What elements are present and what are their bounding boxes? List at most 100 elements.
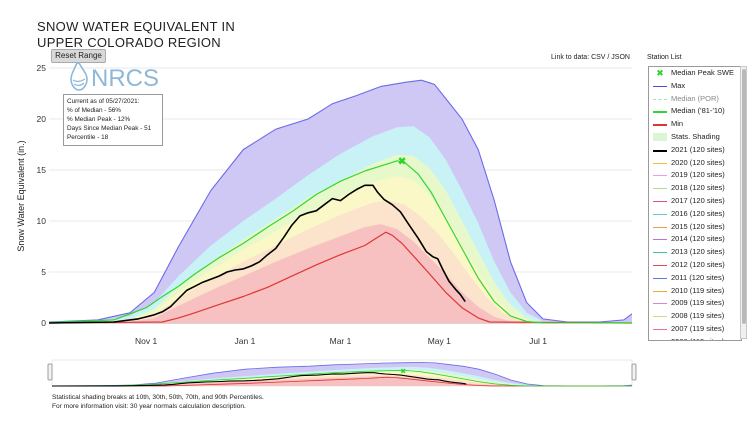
legend-label: 2013 (120 sites) <box>671 247 725 257</box>
title-line-1: SNOW WATER EQUIVALENT IN <box>37 19 236 34</box>
y-tick-label: 20 <box>37 114 47 124</box>
legend-item[interactable]: Min <box>649 118 741 131</box>
legend-swatch-icon <box>653 290 667 292</box>
chart-title: SNOW WATER EQUIVALENT IN UPPER COLORADO … <box>37 19 235 51</box>
legend-item[interactable]: 2015 (120 sites) <box>649 221 741 234</box>
x-tick-label: Jan 1 <box>235 336 256 346</box>
legend-label: Stats. Shading <box>671 131 720 141</box>
y-tick-label: 15 <box>37 165 47 175</box>
logo-text: NRCS <box>91 65 159 92</box>
legend-label: Median Peak SWE <box>671 68 734 77</box>
y-tick-label: 0 <box>41 318 46 328</box>
footnote-more-info[interactable]: For more information visit: 30 year norm… <box>52 403 246 410</box>
x-tick-label: Jul 1 <box>529 336 547 346</box>
x-axis-ticks: Nov 1 Jan 1 Mar 1 May 1 Jul 1 <box>135 336 547 346</box>
legend-item[interactable]: Stats. Shading <box>649 131 741 144</box>
legend-item[interactable]: 2017 (120 sites) <box>649 195 741 208</box>
mini-line <box>51 372 467 387</box>
legend-item[interactable]: 2010 (119 sites) <box>649 285 741 298</box>
legend-label: 2014 (120 sites) <box>671 234 725 244</box>
legend: ✖ Median Peak SWE Max Median (POR) Median ('… <box>648 66 742 341</box>
legend-swatch-icon <box>653 239 667 241</box>
legend-label: 2016 (120 sites) <box>671 208 725 218</box>
x-tick-label: Mar 1 <box>330 336 352 346</box>
info-percentile: Percentile - 18 <box>67 134 109 141</box>
legend-item[interactable]: Median (POR) <box>649 93 741 106</box>
legend-swatch-icon <box>653 316 667 318</box>
legend-swatch-icon <box>653 175 667 177</box>
y-tick-label: 10 <box>37 216 47 226</box>
legend-item[interactable]: 2006 (119 sites) <box>649 336 741 340</box>
legend-label: 2018 (120 sites) <box>671 183 725 193</box>
legend-item[interactable]: ✖ Median Peak SWE <box>649 67 741 80</box>
y-tick-label: 25 <box>37 63 47 73</box>
legend-item[interactable]: 2007 (119 sites) <box>649 323 741 336</box>
legend-label: 2008 (119 sites) <box>671 311 725 321</box>
legend-swatch-icon <box>653 162 667 165</box>
series-line-min <box>48 231 633 324</box>
legend-swatch-icon <box>653 328 667 330</box>
legend-swatch-icon <box>653 200 667 202</box>
legend-swatch-icon <box>653 252 667 254</box>
legend-label: Min <box>671 119 684 129</box>
plot-bands <box>49 80 632 323</box>
footnote: Statistical shading breaks at 10th, 30th… <box>52 393 264 411</box>
nrcs-logo: NRCS <box>67 60 159 94</box>
link-to-data[interactable]: Link to data: CSV / JSON <box>551 54 630 61</box>
range-slider-mini-chart: ✖ <box>47 359 637 387</box>
legend-label: 2009 (119 sites) <box>671 298 725 308</box>
legend-swatch-icon <box>653 111 667 113</box>
legend-item[interactable]: Max <box>649 80 741 93</box>
legend-item[interactable]: 2013 (120 sites) <box>649 246 741 259</box>
legend-item[interactable]: 2014 (120 sites) <box>649 233 741 246</box>
band-10th-percentile <box>49 224 632 323</box>
info-days-since-peak: Days Since Median Peak - 51 <box>67 125 152 132</box>
legend-label: 2021 (120 sites) <box>671 144 725 154</box>
footnote-shading: Statistical shading breaks at 10th, 30th… <box>52 394 264 401</box>
legend-swatch-icon <box>653 188 667 190</box>
info-current-as-of: Current as of 05/27/2021: <box>67 98 140 105</box>
y-tick-label: 5 <box>41 267 46 277</box>
legend-label: Median ('81-'10) <box>671 106 725 116</box>
mini-median-peak-marker: ✖ <box>400 368 406 375</box>
x-tick-label: May 1 <box>428 336 451 346</box>
legend-swatch-icon <box>653 124 667 126</box>
legend-label: 2019 (120 sites) <box>671 170 725 180</box>
x-marker-icon: ✖ <box>656 68 664 78</box>
median-peak-marker: ✖ <box>398 156 406 167</box>
legend-swatch-icon <box>653 264 667 266</box>
legend-swatch-icon <box>653 98 667 100</box>
legend-item[interactable]: 2009 (119 sites) <box>649 297 741 310</box>
range-handle-left <box>47 363 53 381</box>
station-list-link[interactable]: Station List <box>647 54 682 61</box>
legend-swatch-icon <box>653 85 667 88</box>
legend-item[interactable]: 2008 (119 sites) <box>649 310 741 323</box>
mini-line <box>51 369 632 387</box>
nrcs-logo-icon: NRCS <box>70 62 159 92</box>
legend-item[interactable]: 2021 (120 sites) <box>649 144 741 157</box>
legend-label: 2007 (119 sites) <box>671 323 725 333</box>
legend-item[interactable]: 2016 (120 sites) <box>649 208 741 221</box>
series-line-2021-120-sites- <box>48 184 466 324</box>
legend-scrollbar[interactable] <box>740 66 747 339</box>
legend-scrollbar-thumb[interactable] <box>742 69 746 324</box>
series-line-max <box>48 79 633 323</box>
legend-label: 2010 (119 sites) <box>671 285 725 295</box>
legend-label: 2017 (120 sites) <box>671 195 725 205</box>
legend-item[interactable]: 2019 (120 sites) <box>649 169 741 182</box>
legend-item[interactable]: 2012 (120 sites) <box>649 259 741 272</box>
legend-label: Median (POR) <box>671 93 719 103</box>
legend-item[interactable]: 2011 (120 sites) <box>649 272 741 285</box>
legend-item[interactable]: 2020 (120 sites) <box>649 157 741 170</box>
legend-item[interactable]: Median ('81-'10) <box>649 105 741 118</box>
mini-line <box>51 362 633 387</box>
legend-label: 2011 (120 sites) <box>671 272 725 282</box>
legend-label: 2015 (120 sites) <box>671 221 725 231</box>
legend-label: 2006 (119 sites) <box>671 337 724 340</box>
range-handle-right <box>631 363 637 381</box>
legend-label: Max <box>671 80 686 90</box>
x-tick-label: Nov 1 <box>135 336 157 346</box>
legend-item[interactable]: 2018 (120 sites) <box>649 182 741 195</box>
mini-line <box>51 376 633 387</box>
